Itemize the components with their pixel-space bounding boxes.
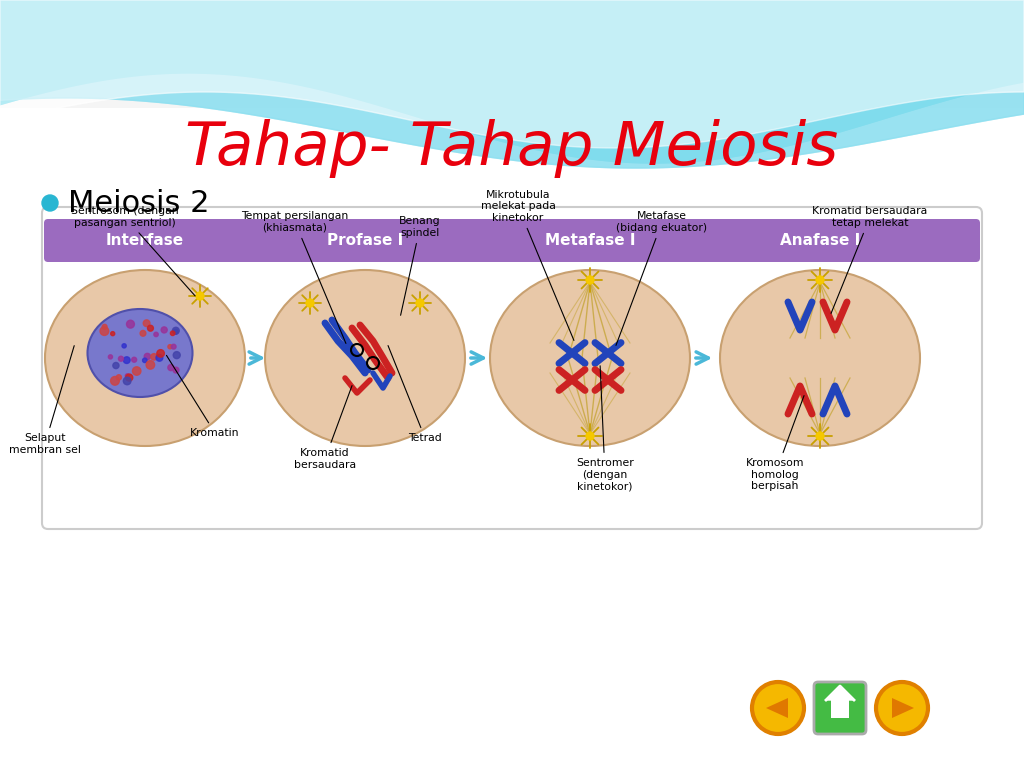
Circle shape (196, 292, 204, 300)
Circle shape (173, 367, 179, 373)
Polygon shape (892, 698, 914, 718)
Circle shape (170, 331, 175, 336)
Circle shape (416, 299, 424, 307)
Circle shape (586, 276, 594, 284)
Circle shape (111, 376, 120, 386)
Circle shape (816, 276, 824, 284)
Circle shape (127, 320, 134, 328)
Circle shape (143, 319, 150, 326)
Ellipse shape (265, 270, 465, 446)
Text: Selaput
membran sel: Selaput membran sel (9, 346, 81, 455)
Polygon shape (826, 686, 854, 700)
Text: Profase I: Profase I (327, 233, 403, 248)
Circle shape (168, 345, 172, 349)
Circle shape (876, 682, 928, 734)
Circle shape (122, 344, 126, 348)
Circle shape (109, 355, 113, 359)
Circle shape (586, 432, 594, 440)
FancyBboxPatch shape (814, 682, 866, 734)
Circle shape (154, 333, 159, 336)
Circle shape (306, 299, 314, 307)
Circle shape (123, 377, 131, 385)
Ellipse shape (87, 309, 193, 397)
Ellipse shape (490, 270, 690, 446)
Circle shape (119, 356, 124, 361)
Circle shape (171, 344, 176, 349)
Circle shape (752, 682, 804, 734)
Circle shape (102, 324, 108, 329)
FancyBboxPatch shape (831, 700, 849, 718)
Text: Interfase: Interfase (105, 233, 184, 248)
Circle shape (173, 329, 178, 334)
Circle shape (126, 374, 133, 381)
FancyBboxPatch shape (0, 108, 1024, 768)
Circle shape (132, 357, 136, 362)
Circle shape (117, 375, 122, 380)
Circle shape (173, 352, 180, 359)
Circle shape (140, 330, 145, 336)
Text: Sentromer
(dengan
kinetokor): Sentromer (dengan kinetokor) (577, 366, 634, 492)
Text: Mikrotubula
melekat pada
kinetokor: Mikrotubula melekat pada kinetokor (480, 190, 573, 340)
Ellipse shape (720, 270, 920, 446)
Text: Metafase
(bidang ekuator): Metafase (bidang ekuator) (616, 211, 708, 346)
Text: Kromosom
homolog
berpisah: Kromosom homolog berpisah (745, 396, 804, 492)
Text: Tahap- Tahap Meiosis: Tahap- Tahap Meiosis (185, 118, 839, 177)
Circle shape (132, 367, 141, 376)
Ellipse shape (45, 270, 245, 446)
FancyBboxPatch shape (44, 219, 980, 262)
Circle shape (100, 326, 109, 336)
Polygon shape (766, 698, 788, 718)
Circle shape (156, 354, 163, 361)
Text: Sentrosom (dengan
pasangan sentriol): Sentrosom (dengan pasangan sentriol) (72, 207, 196, 296)
Circle shape (172, 327, 179, 334)
Circle shape (168, 365, 174, 371)
Text: Anafase I: Anafase I (780, 233, 860, 248)
Circle shape (123, 357, 130, 363)
Text: Benang
spindel: Benang spindel (399, 217, 440, 316)
FancyBboxPatch shape (42, 207, 982, 529)
Text: Metafase I: Metafase I (545, 233, 635, 248)
Circle shape (144, 353, 151, 359)
Circle shape (816, 432, 824, 440)
Text: Tempat persilangan
(khiasmata): Tempat persilangan (khiasmata) (242, 211, 348, 343)
Circle shape (142, 358, 147, 362)
Circle shape (161, 327, 167, 333)
Circle shape (42, 195, 58, 211)
Circle shape (157, 349, 165, 357)
Circle shape (111, 332, 115, 336)
Circle shape (113, 362, 119, 369)
Text: Kromatid
bersaudara: Kromatid bersaudara (294, 386, 356, 469)
Text: Tetrad: Tetrad (388, 346, 442, 443)
Circle shape (151, 353, 158, 360)
Text: Kromatin: Kromatin (167, 356, 240, 438)
Circle shape (146, 361, 155, 369)
Text: Meiosis 2: Meiosis 2 (68, 188, 210, 217)
Text: Kromatid bersaudara
tetap melekat: Kromatid bersaudara tetap melekat (812, 207, 928, 313)
Circle shape (125, 374, 129, 378)
Circle shape (147, 326, 154, 331)
